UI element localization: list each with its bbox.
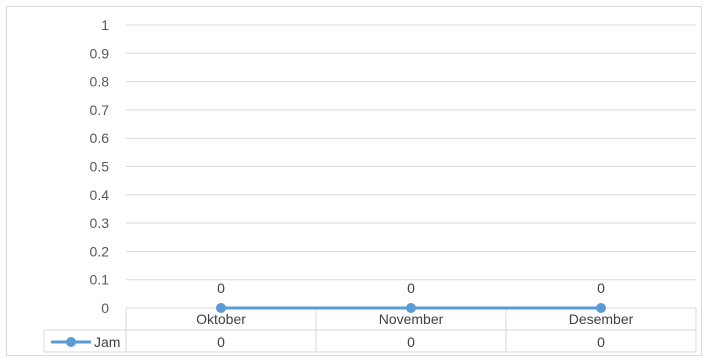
data-point: [596, 303, 606, 313]
table-value: 0: [407, 334, 415, 350]
table-value: 0: [217, 334, 225, 350]
y-tick-label: 0.1: [90, 272, 110, 288]
y-tick-label: 0.2: [90, 243, 110, 259]
data-label: 0: [597, 280, 605, 296]
gridlines: [126, 24, 696, 281]
data-table: Oktober November Desember Jam 0 0 0: [43, 307, 697, 353]
data-point: [216, 303, 226, 313]
legend-point-marker: [66, 337, 76, 347]
y-tick-label: 0.3: [90, 215, 110, 231]
y-tick-label: 0.9: [90, 45, 110, 61]
legend-series-name: Jam: [94, 334, 120, 350]
data-label: 0: [407, 280, 415, 296]
y-tick-label: 0.7: [90, 102, 110, 118]
y-tick-label: 0.5: [90, 159, 110, 175]
data-labels: 0 0 0: [217, 280, 605, 296]
y-tick-label: 0.4: [90, 187, 110, 203]
chart-frame: [6, 6, 702, 356]
y-tick-label: 0.8: [90, 74, 110, 90]
y-tick-label: 0: [101, 300, 109, 316]
series-jam: [216, 303, 606, 313]
data-label: 0: [217, 280, 225, 296]
table-value: 0: [597, 334, 605, 350]
category-label: Oktober: [196, 311, 246, 327]
y-tick-label: 0.6: [90, 130, 110, 146]
category-label: November: [379, 311, 444, 327]
y-axis-tick-labels: 0 0.1 0.2 0.3 0.4 0.5 0.6 0.7 0.8 0.9 1: [90, 17, 110, 316]
y-tick-label: 1: [101, 17, 109, 33]
data-point: [406, 303, 416, 313]
category-label: Desember: [569, 311, 634, 327]
